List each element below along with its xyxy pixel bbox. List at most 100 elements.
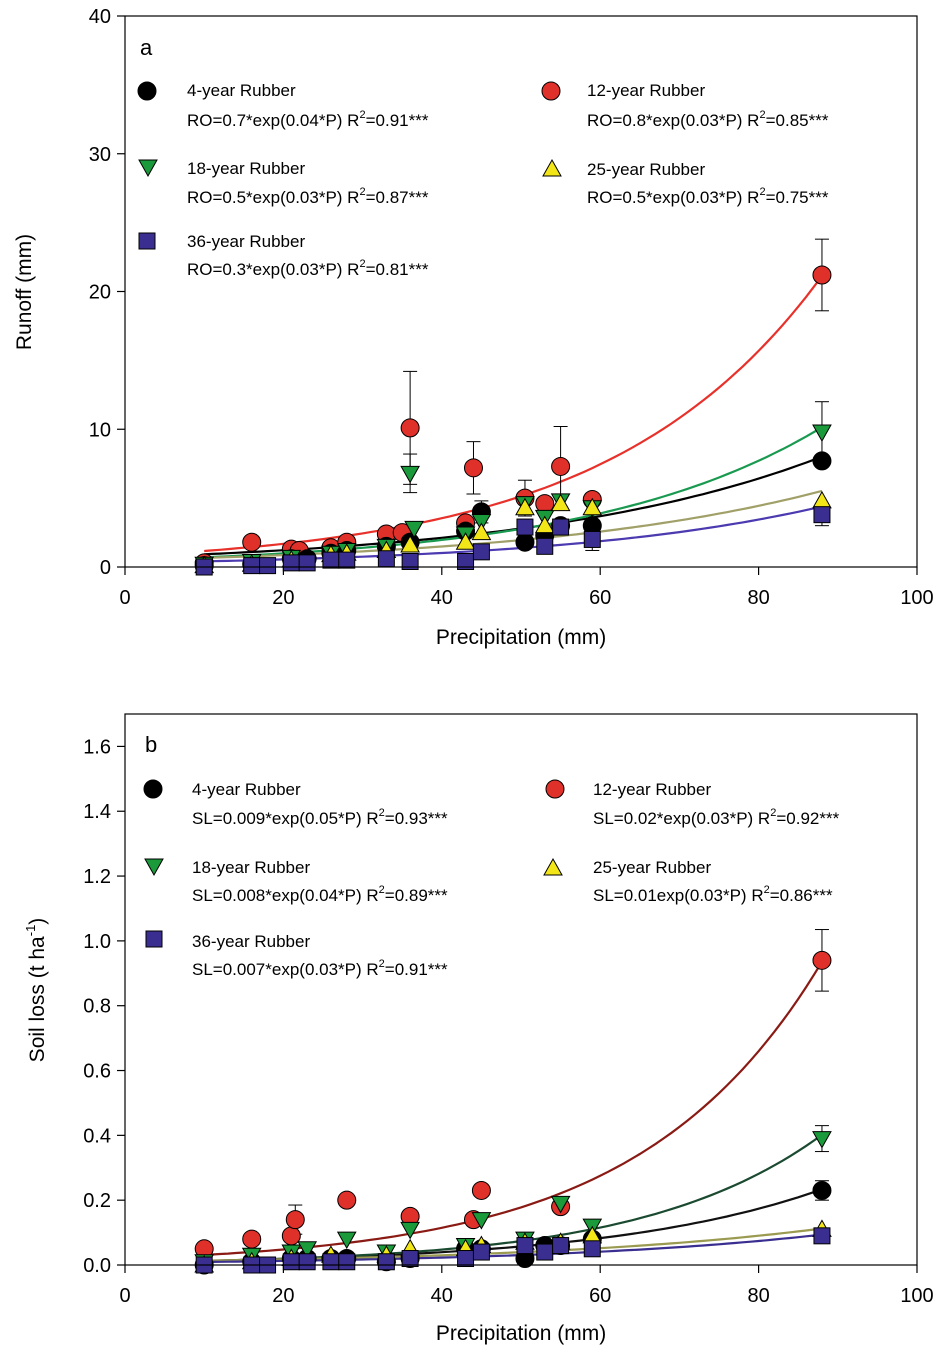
x-tick-label: 80 <box>747 587 769 609</box>
legend-name-36-year: 36-year Rubber <box>187 232 305 251</box>
x-tick-label: 60 <box>589 1285 611 1307</box>
data-point-18-year-rubber <box>812 1131 832 1149</box>
legend-name-36-year-b: 36-year Rubber <box>192 932 310 951</box>
legend-marker-18-year <box>138 159 158 178</box>
runoff-panel: 0 20 40 60 80 100 0 10 20 30 40 a Precipitation (m… <box>13 6 934 649</box>
legend-marker-12-year-b <box>545 779 565 799</box>
data-point-36-year-rubber <box>298 1253 316 1271</box>
legend-eq-18-year-b: SL=0.008*exp(0.04*P) R2=0.89*** <box>192 884 448 905</box>
y-tick-label: 10 <box>89 419 111 441</box>
legend-marker-12-year <box>541 81 561 101</box>
data-point-18-year-rubber <box>400 465 420 484</box>
x-tick-label: 20 <box>272 587 294 609</box>
data-point-36-year-rubber <box>813 506 831 524</box>
data-point-36-year-rubber <box>583 530 601 548</box>
legend-marker-4-year-b <box>143 779 163 799</box>
legend-eq-4-year-b: SL=0.009*exp(0.05*P) R2=0.93*** <box>192 807 448 828</box>
data-point-25-year-rubber <box>455 532 476 550</box>
soil-loss-ticks: 0 20 40 60 80 100 0.0 0.2 0.4 0.6 0.8 1.0 1.2 1.4 1.6 <box>83 736 934 1307</box>
data-point-36-year-rubber <box>401 552 419 570</box>
runoff-points <box>194 265 832 576</box>
data-point-36-year-rubber <box>282 554 300 572</box>
y-tick-label: 0.0 <box>83 1255 111 1277</box>
data-point-36-year-rubber <box>536 1243 554 1261</box>
data-point-18-year-rubber <box>336 1231 357 1250</box>
soil-loss-legend: 4-year Rubber SL=0.009*exp(0.05*P) R2=0.… <box>143 779 840 979</box>
soil-loss-x-axis-label: Precipitation (mm) <box>436 1322 606 1345</box>
runoff-fit-curves <box>204 275 823 563</box>
legend-marker-25-year <box>542 158 562 177</box>
y-tick-label: 0.6 <box>83 1061 111 1083</box>
data-point-4-year-rubber <box>515 532 535 552</box>
x-tick-label: 100 <box>900 1285 933 1307</box>
y-tick-label: 0 <box>100 557 111 579</box>
data-point-18-year-rubber <box>812 424 832 443</box>
data-point-18-year-rubber <box>471 1212 492 1230</box>
runoff-legend: 4-year Rubber RO=0.7*exp(0.04*P) R2=0.91… <box>137 81 829 279</box>
data-point-25-year-rubber <box>471 522 492 541</box>
legend-name-4-year: 4-year Rubber <box>187 81 296 100</box>
data-point-36-year-rubber <box>516 1237 534 1255</box>
fit-curve-18-year-rubber <box>204 426 823 559</box>
runoff-x-axis-label: Precipitation (mm) <box>436 626 606 649</box>
soil-loss-panel: 0 20 40 60 80 1000.00.20.40.60.81.01.21.41.6 … <box>23 713 934 1345</box>
data-point-36-year-rubber <box>282 1253 300 1271</box>
legend-name-12-year: 12-year Rubber <box>587 81 705 100</box>
y-tick-label: 0.8 <box>83 996 111 1018</box>
data-point-36-year-rubber <box>813 1227 831 1245</box>
data-point-12-year-rubber <box>812 950 832 970</box>
legend-name-12-year-b: 12-year Rubber <box>593 780 711 799</box>
legend-name-18-year-b: 18-year Rubber <box>192 858 310 877</box>
x-tick-label: 40 <box>431 1285 453 1307</box>
soil-loss-points <box>194 950 832 1275</box>
data-point-25-year-rubber <box>550 493 571 512</box>
data-point-4-year-rubber <box>812 1180 832 1200</box>
y-tick-label: 0.2 <box>83 1190 111 1212</box>
data-point-36-year-rubber <box>552 518 570 536</box>
x-tick-label: 0 <box>119 1285 130 1307</box>
x-tick-label: 40 <box>431 587 453 609</box>
y-tick-label: 40 <box>89 6 111 28</box>
data-point-36-year-rubber <box>516 518 534 536</box>
fit-curve-4-year-rubber <box>204 455 823 556</box>
legend-name-25-year: 25-year Rubber <box>587 160 705 179</box>
soil-loss-y-axis-label: Soil loss (t ha-1) <box>23 918 49 1063</box>
y-tick-label: 30 <box>89 144 111 166</box>
legend-name-4-year-b: 4-year Rubber <box>192 780 301 799</box>
legend-eq-4-year: RO=0.7*exp(0.04*P) R2=0.91*** <box>187 109 429 130</box>
y-tick-label: 1.4 <box>83 801 111 823</box>
data-point-36-year-rubber <box>298 554 316 572</box>
data-point-12-year-rubber <box>281 1226 301 1246</box>
x-tick-label: 80 <box>747 1285 769 1307</box>
data-point-36-year-rubber <box>322 1253 340 1271</box>
y-tick-label: 20 <box>89 282 111 304</box>
data-point-36-year-rubber <box>472 1243 490 1261</box>
data-point-25-year-rubber <box>812 490 832 509</box>
data-point-12-year-rubber <box>551 456 571 476</box>
data-point-36-year-rubber <box>338 1253 356 1271</box>
data-point-36-year-rubber <box>472 543 490 561</box>
x-tick-label: 0 <box>119 587 130 609</box>
data-point-12-year-rubber <box>400 418 420 438</box>
legend-eq-36-year: RO=0.3*exp(0.03*P) R2=0.81*** <box>187 258 429 279</box>
data-point-36-year-rubber <box>338 551 356 569</box>
runoff-ticks: 0 20 40 60 80 100 0 10 20 30 40 <box>89 6 934 609</box>
data-point-36-year-rubber <box>552 1237 570 1255</box>
data-point-36-year-rubber <box>377 1253 395 1271</box>
legend-marker-18-year-b <box>144 858 164 877</box>
data-point-25-year-rubber <box>582 497 603 516</box>
data-point-18-year-rubber <box>297 1241 318 1259</box>
panel-label-b: b <box>145 732 157 757</box>
data-point-25-year-rubber <box>400 534 420 553</box>
runoff-y-axis-label: Runoff (mm) <box>13 234 36 350</box>
panel-label-a: a <box>140 35 153 60</box>
data-point-36-year-rubber <box>322 551 340 569</box>
data-point-4-year-rubber <box>812 451 832 471</box>
legend-marker-25-year-b <box>543 857 563 876</box>
data-point-18-year-rubber <box>550 1195 571 1214</box>
data-point-12-year-rubber <box>285 1210 305 1230</box>
legend-eq-12-year-b: SL=0.02*exp(0.03*P) R2=0.92*** <box>593 807 840 828</box>
legend-name-18-year: 18-year Rubber <box>187 159 305 178</box>
data-point-36-year-rubber <box>457 1250 475 1268</box>
